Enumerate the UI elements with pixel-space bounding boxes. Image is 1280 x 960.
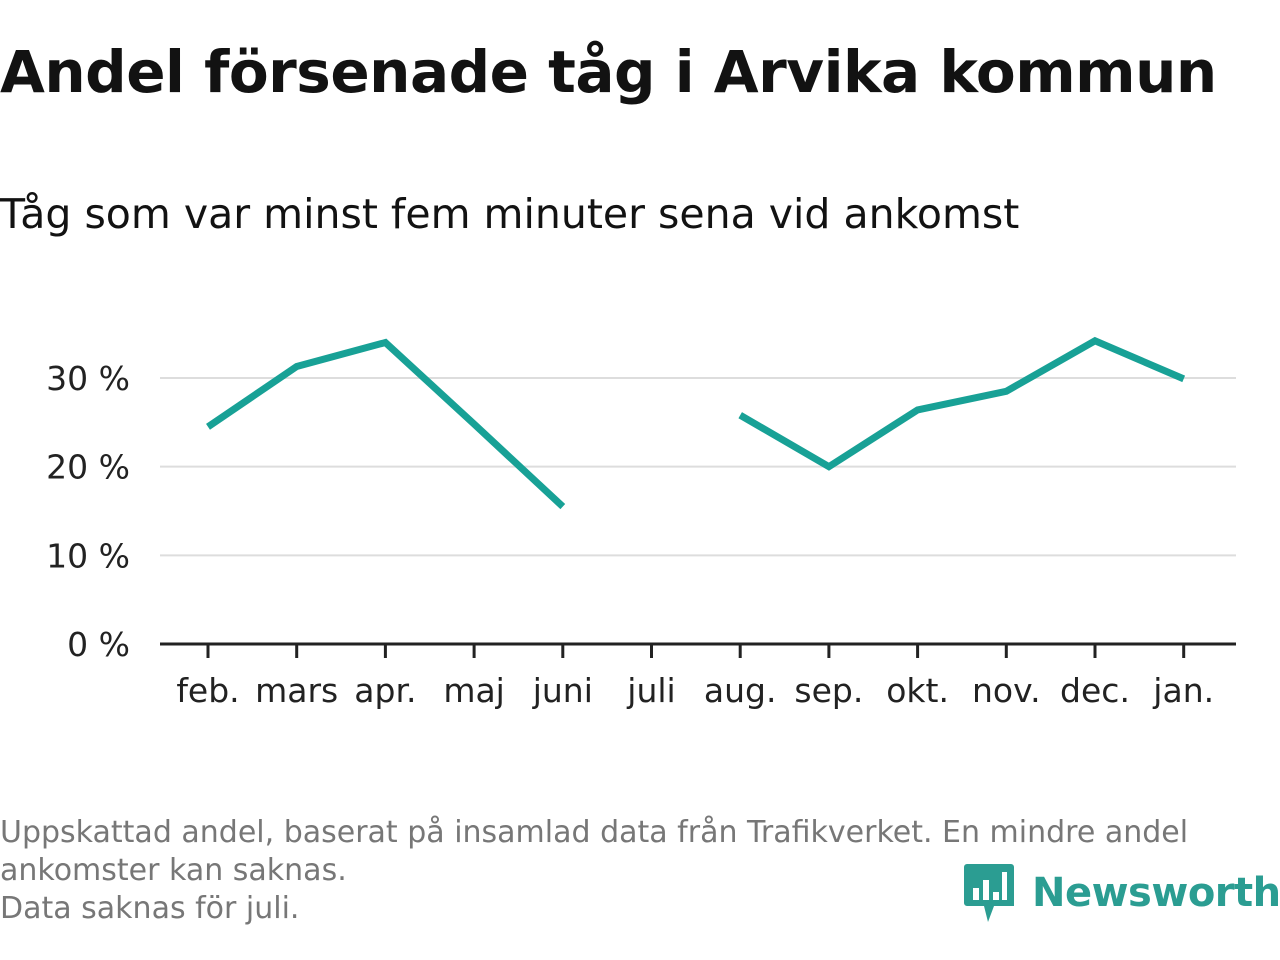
- y-tick-label: 30 %: [46, 359, 130, 398]
- footnote-line: Uppskattad andel, baserat på insamlad da…: [0, 815, 1189, 850]
- x-tick-label: apr.: [354, 671, 416, 710]
- x-tick-label: dec.: [1060, 671, 1130, 710]
- series-line-segment: [738, 336, 1186, 471]
- x-tick-label: jan.: [1152, 671, 1214, 710]
- x-tick-label: juni: [532, 671, 593, 710]
- y-tick-label: 20 %: [46, 448, 130, 487]
- x-tick-label: okt.: [886, 671, 949, 710]
- newsworthy-logo-icon: [964, 864, 1014, 922]
- chart-title: Andel försenade tåg i Arvika kommun: [0, 38, 1217, 106]
- x-tick-label: nov.: [972, 671, 1041, 710]
- brand-logo: Newsworthy: [964, 862, 1280, 924]
- y-tick-label: 0 %: [67, 625, 130, 664]
- x-tick-label: sep.: [794, 671, 863, 710]
- x-tick-label: maj: [443, 671, 505, 710]
- footnote-line: Data saknas för juli.: [0, 891, 300, 926]
- series-line-segment: [206, 338, 566, 510]
- footnote: Uppskattad andel, baserat på insamlad da…: [0, 814, 1270, 928]
- x-tick-label: feb.: [176, 671, 239, 710]
- x-axis-tick-labels: feb. mars apr. maj juni juli aug. sep. okt. nov. d…: [176, 671, 1214, 710]
- series-lines: [206, 336, 1186, 510]
- footnote-line: ankomster kan saknas.: [0, 853, 347, 888]
- x-tick-label: juli: [626, 671, 675, 710]
- chart-subtitle: Tåg som var minst fem minuter sena vid a…: [0, 190, 1020, 238]
- x-tick-label: aug.: [704, 671, 777, 710]
- x-tick-label: mars: [255, 671, 338, 710]
- gridlines: [160, 377, 1236, 557]
- brand-name: Newsworthy: [1032, 870, 1280, 916]
- y-tick-label: 10 %: [46, 536, 130, 575]
- x-axis: [160, 642, 1236, 658]
- y-axis-tick-labels: 0 % 10 % 20 % 30 %: [46, 359, 130, 664]
